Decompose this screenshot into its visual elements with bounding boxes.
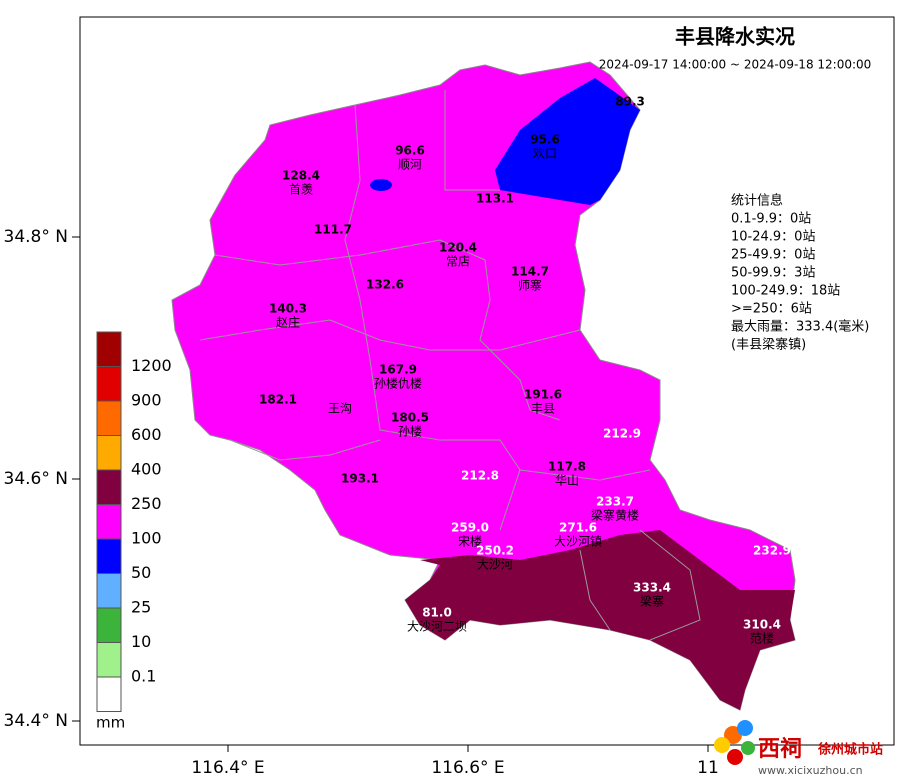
station-value: 232.9 (753, 544, 791, 558)
station-value: 250.2 (476, 544, 514, 558)
station-name: 顺河 (398, 158, 422, 172)
station-value: 271.6 (559, 521, 597, 535)
station-name: 范楼 (750, 631, 774, 646)
station-value: 81.0 (422, 606, 452, 620)
legend-swatch (96, 573, 122, 609)
legend-label: 100 (131, 529, 162, 548)
legend-unit: mm (96, 714, 125, 732)
stats-line: (丰县梁寨镇) (731, 337, 806, 353)
station-value: 182.1 (259, 393, 297, 407)
station-value: 117.8 (548, 460, 586, 474)
station-value: 111.7 (314, 223, 352, 237)
station-value: 140.3 (269, 302, 307, 316)
station-value: 114.7 (511, 265, 549, 279)
legend-label: 10 (131, 632, 151, 651)
legend-label: 50 (131, 563, 151, 582)
station-name: 王沟 (328, 402, 352, 416)
stats-line: 统计信息 (731, 193, 783, 209)
lat-label: 34.4° N (4, 711, 68, 731)
station-name: 宋楼 (458, 534, 482, 549)
town-borders (199, 90, 701, 641)
lon-label: 116.4° E (191, 758, 264, 778)
period: 2024-09-17 14:00:00 ~ 2024-09-18 12:00:0… (599, 58, 872, 72)
legend-label: 900 (131, 391, 162, 410)
station-name: 孙楼 (398, 424, 422, 439)
station-value: 191.6 (524, 388, 562, 402)
station-name: 华山 (555, 474, 579, 488)
station-value: 193.1 (341, 472, 379, 486)
blue-spot (370, 179, 392, 191)
station-value: 132.6 (366, 278, 404, 292)
legend-swatch (96, 504, 122, 540)
legend-label: 600 (131, 425, 162, 444)
station-name: 丰县 (531, 402, 555, 416)
station-value: 167.9 (379, 363, 417, 377)
stats-line: >=250：6站 (731, 302, 812, 317)
lon-label: 116.6° E (431, 758, 504, 778)
legend-swatch (96, 642, 122, 678)
blue-zone (495, 78, 640, 205)
station-name: 大沙河镇 (554, 535, 602, 549)
station-value: 259.0 (451, 521, 489, 535)
lat-label: 34.8° N (4, 227, 68, 247)
station-value: 212.9 (603, 427, 641, 441)
stats-line: 25-49.9：0站 (731, 248, 815, 263)
legend-swatch (96, 469, 122, 505)
legend-swatch (96, 676, 122, 712)
stats-line: 50-99.9：3站 (731, 266, 815, 281)
station-value: 120.4 (439, 241, 477, 255)
legend-swatch (96, 331, 122, 367)
station-value: 113.1 (476, 192, 514, 206)
station-value: 310.4 (743, 618, 781, 632)
station-value: 333.4 (633, 581, 671, 595)
legend-swatch (96, 435, 122, 471)
station-name: 常店 (446, 255, 470, 269)
stats-line: 100-249.9：18站 (731, 284, 840, 299)
maroon-zone (405, 530, 795, 710)
brand: 西祠 (758, 736, 802, 762)
station-name: 大沙河二坝 (407, 620, 467, 634)
station-name: 首羡 (289, 182, 313, 197)
stats-line: 10-24.9：0站 (731, 230, 815, 245)
station-name: 欢口 (533, 146, 557, 161)
title: 丰县降水实况 (675, 25, 795, 49)
station-value: 128.4 (282, 169, 320, 183)
station-name: 赵庄 (276, 315, 300, 330)
station-value: 180.5 (391, 411, 429, 425)
legend-swatch (96, 366, 122, 402)
legend-swatch (96, 607, 122, 643)
station-value: 233.7 (596, 495, 634, 509)
legend-label: 25 (131, 598, 151, 617)
station-name: 大沙河 (477, 558, 513, 572)
legend-label: 400 (131, 460, 162, 479)
station-name: 孙楼仇楼 (374, 376, 422, 391)
station-name: 师寨 (518, 278, 542, 293)
legend-label: 250 (131, 494, 162, 513)
legend-label: 0.1 (131, 667, 156, 686)
station-name: 梁寨黄楼 (591, 508, 639, 523)
station-value: 96.6 (395, 144, 425, 158)
lat-label: 34.6° N (4, 469, 68, 489)
site: 徐州城市站 (817, 742, 883, 758)
legend-label: 1200 (131, 356, 172, 375)
stats-line: 最大雨量：333.4(毫米) (731, 319, 869, 335)
station-value: 95.6 (530, 133, 560, 147)
legend-swatch (96, 400, 122, 436)
url: www.xicixuzhou.cn (758, 764, 863, 777)
watermark: 西祠 徐州城市站 www.xicixuzhou.cn (714, 720, 883, 777)
lon-label: 11 (697, 758, 719, 778)
axis-ticks (72, 236, 709, 752)
legend-swatch (96, 538, 122, 574)
station-name: 梁寨 (640, 594, 664, 609)
station-value: 212.8 (461, 469, 499, 483)
stats-line: 0.1-9.9：0站 (731, 212, 811, 227)
station-value: 89.3 (615, 95, 645, 109)
